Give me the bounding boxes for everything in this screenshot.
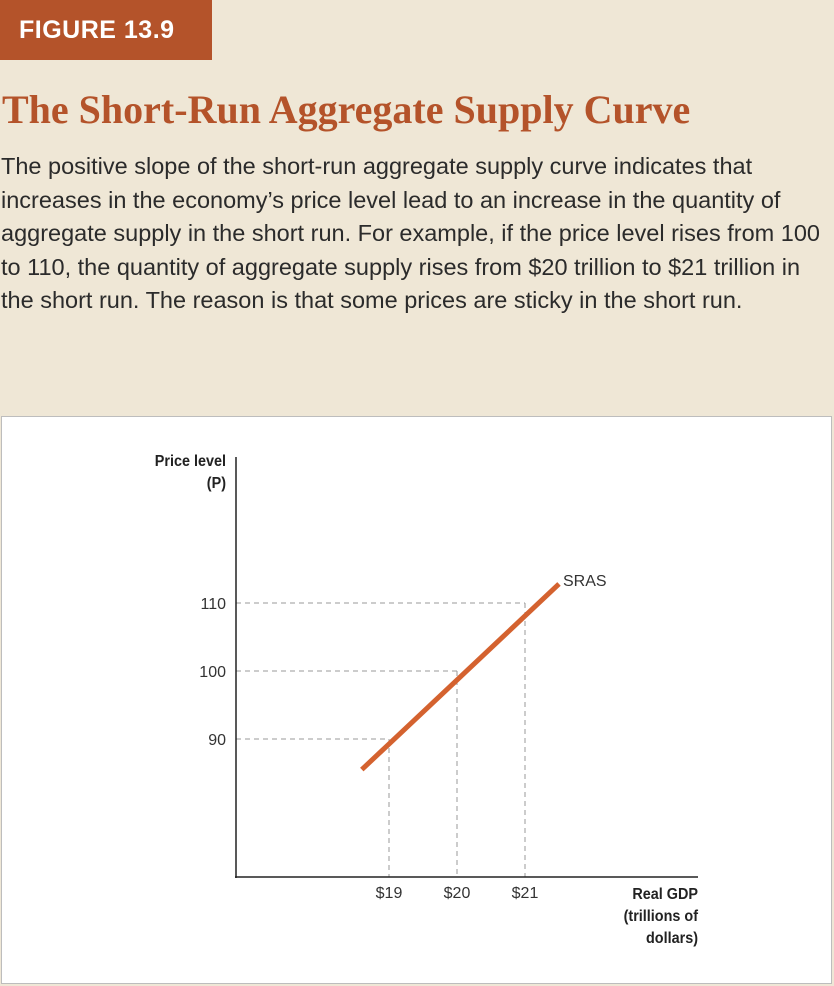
- series-label-0: SRAS: [563, 573, 607, 590]
- x-tick-label-2: $21: [512, 885, 539, 902]
- x-tick-label-1: $20: [444, 885, 471, 902]
- figure-caption: The positive slope of the short-run aggr…: [1, 153, 820, 314]
- y-tick-label-2: 110: [200, 596, 226, 613]
- x-axis-label: Real GDP (trillions of dollars): [623, 886, 698, 947]
- figure-title: The Short-Run Aggregate Supply Curve: [2, 87, 691, 132]
- y-axis-label: Price level (P): [154, 453, 226, 492]
- y-tick-label-1: 100: [199, 664, 226, 681]
- figure-label: FIGURE 13.9: [0, 0, 212, 60]
- chart-panel: [1, 416, 832, 984]
- sras-curve: [360, 582, 561, 772]
- y-tick-label-0: 90: [208, 732, 226, 749]
- x-tick-label-0: $19: [376, 885, 403, 902]
